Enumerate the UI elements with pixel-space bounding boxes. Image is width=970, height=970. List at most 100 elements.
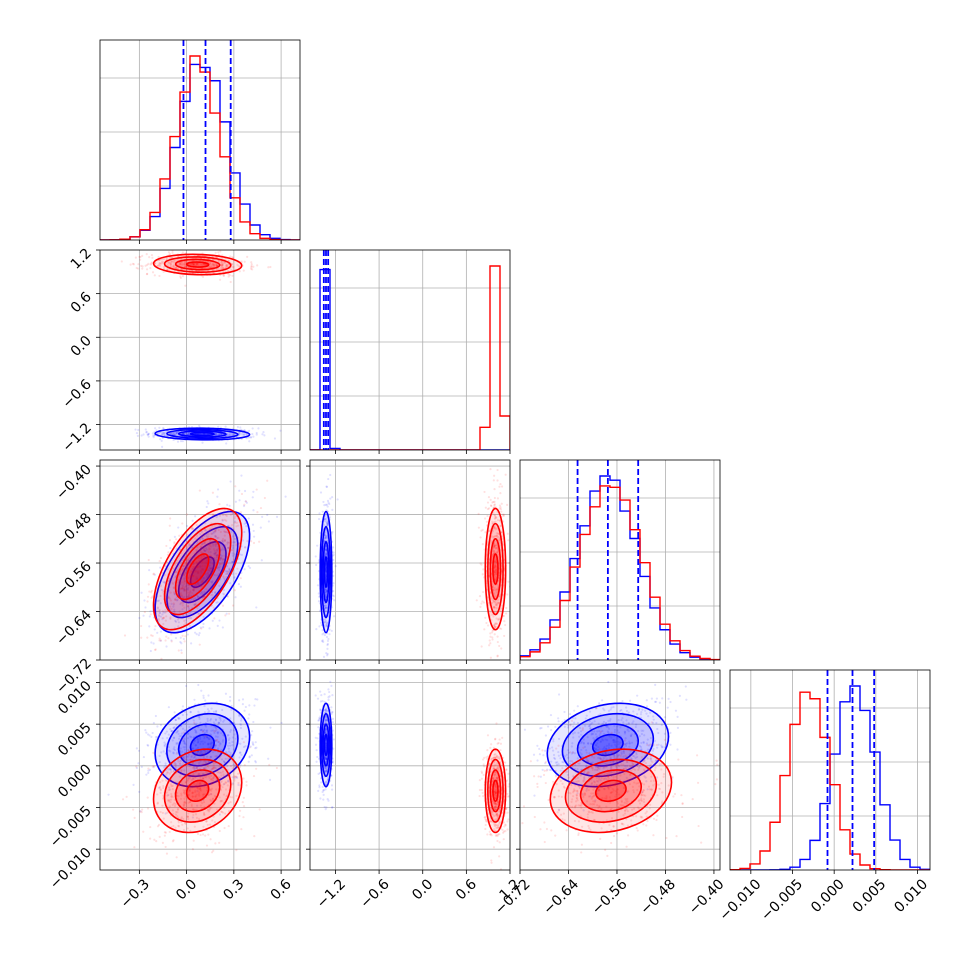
sample-point: [486, 501, 490, 504]
sample-point: [171, 251, 174, 254]
sample-point: [157, 619, 160, 622]
sample-point: [195, 262, 199, 265]
sample-point: [195, 534, 199, 537]
sample-point: [222, 546, 225, 549]
sample-point: [161, 432, 164, 435]
sample-point: [251, 496, 254, 499]
sample-point: [193, 739, 196, 742]
sample-point: [241, 433, 244, 436]
sample-point: [124, 679, 126, 681]
sample-point: [241, 801, 244, 804]
sample-point: [497, 535, 500, 539]
sample-point: [133, 816, 136, 819]
sample-point: [200, 581, 203, 584]
sample-point: [194, 744, 197, 747]
sample-point: [194, 729, 198, 733]
sample-point: [225, 555, 228, 558]
sample-point: [192, 613, 195, 616]
sample-point: [258, 808, 261, 811]
sample-point: [200, 592, 203, 595]
sample-point: [269, 265, 272, 269]
sample-point: [208, 710, 211, 713]
sample-point: [234, 500, 237, 503]
sample-point: [325, 652, 328, 655]
sample-point: [210, 746, 213, 749]
sample-point: [181, 432, 185, 435]
sample-point: [316, 697, 320, 700]
density-fill: [186, 553, 209, 585]
sample-point: [321, 785, 324, 788]
sample-point: [493, 544, 497, 548]
sample-point: [252, 265, 255, 268]
sample-point: [177, 717, 180, 721]
sample-point: [325, 548, 328, 551]
sample-point: [252, 535, 256, 538]
sample-point: [496, 618, 500, 621]
grid-lines: [100, 250, 300, 450]
sample-point: [208, 569, 211, 572]
sample-point: [223, 719, 226, 722]
sample-point: [161, 610, 164, 613]
sample-point: [172, 736, 176, 739]
sample-point: [499, 491, 502, 495]
sample-point: [183, 552, 187, 555]
sample-point: [493, 623, 497, 626]
sample-point: [320, 520, 323, 523]
sample-point: [255, 433, 258, 436]
sample-point: [213, 743, 216, 747]
sample-point: [192, 263, 196, 266]
sample-point: [217, 425, 220, 428]
sample-point: [326, 522, 330, 525]
sample-point: [196, 790, 199, 793]
sample-point: [231, 512, 234, 515]
sample-point: [326, 523, 329, 526]
sample-point: [491, 522, 494, 525]
sample-point: [183, 619, 186, 622]
sample-point: [160, 433, 163, 437]
sample-point: [162, 270, 165, 273]
sample-point: [332, 590, 335, 593]
sample-point: [160, 262, 163, 265]
sample-point: [233, 541, 236, 544]
sample-point: [331, 721, 334, 724]
sample-point: [507, 561, 510, 565]
sample-point: [220, 562, 224, 565]
sample-point: [227, 750, 231, 753]
sample-point: [495, 534, 499, 537]
contour-line: [320, 525, 332, 619]
sample-point: [149, 649, 152, 653]
sample-point: [175, 723, 178, 727]
sample-point: [174, 636, 178, 640]
grid-lines: [310, 670, 510, 870]
sample-point: [237, 432, 241, 435]
sample-point: [489, 635, 492, 638]
sample-point: [227, 259, 230, 262]
sample-point: [201, 580, 204, 583]
sample-point: [218, 541, 221, 544]
sample-point: [214, 729, 217, 732]
sample-point: [235, 521, 238, 524]
sample-point: [321, 629, 324, 632]
sample-point: [203, 595, 206, 598]
sample-point: [229, 280, 232, 284]
sample-point: [189, 626, 193, 630]
sample-point: [218, 562, 222, 565]
sample-point: [245, 784, 248, 787]
sample-point: [162, 622, 165, 626]
sample-point: [323, 554, 327, 557]
sample-point: [196, 263, 199, 266]
sample-point: [495, 604, 498, 607]
sample-point: [200, 571, 203, 574]
sample-point: [176, 618, 180, 621]
sample-point: [245, 437, 248, 440]
sample-point: [216, 735, 219, 738]
sample-point: [150, 596, 153, 599]
sample-point: [267, 266, 270, 269]
sample-point: [214, 529, 217, 532]
sample-point: [245, 780, 248, 783]
sample-point: [208, 528, 212, 531]
sample-point: [243, 568, 246, 571]
sample-point: [208, 529, 211, 532]
sample-point: [212, 566, 215, 569]
sample-point: [203, 577, 206, 580]
